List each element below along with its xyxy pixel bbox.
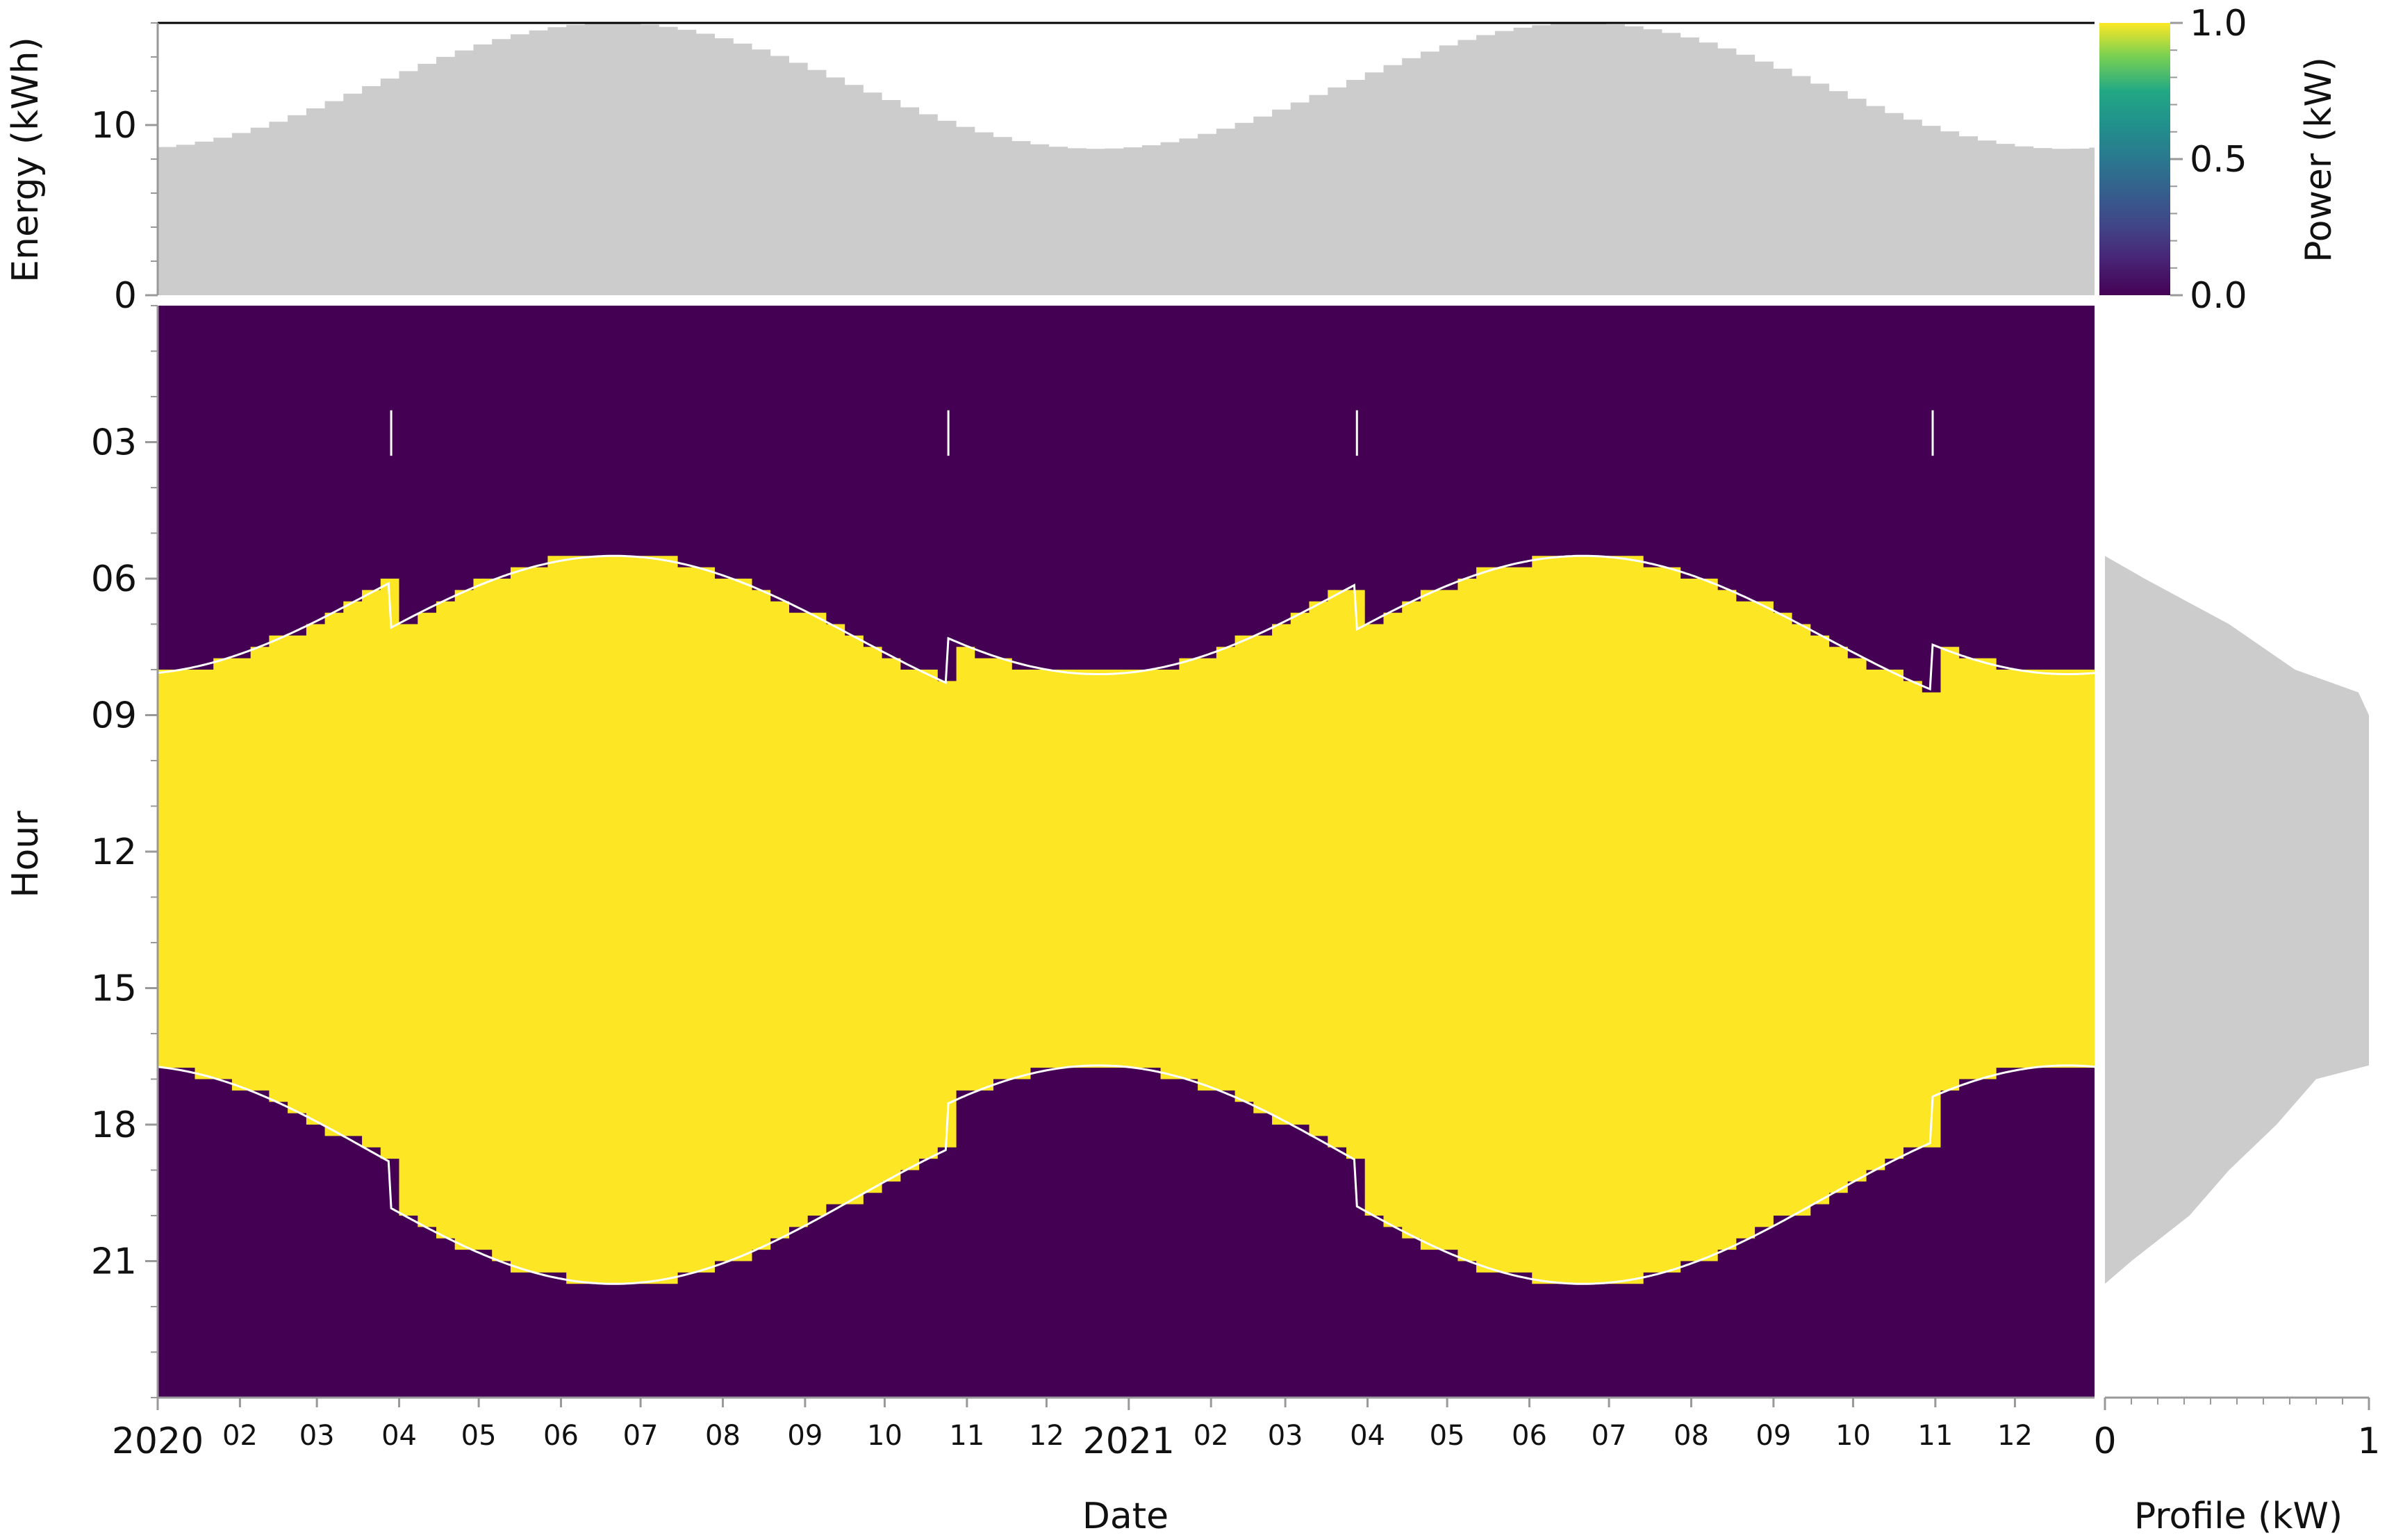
heatmap-x-tick-label: 08	[1674, 1420, 1709, 1452]
heatmap-y-tick-label: 18	[91, 1104, 137, 1146]
heatmap-x-tick-label: 12	[1029, 1420, 1064, 1452]
heatmap-x-tick-label: 08	[705, 1420, 741, 1452]
energy-y-tick-label: 0	[114, 275, 137, 317]
heatmap-x-tick-label: 09	[787, 1420, 823, 1452]
energy-y-tick-label: 10	[91, 105, 137, 147]
heatmap-xlabel: Date	[1082, 1496, 1168, 1537]
heatmap-x-tick-label: 02	[222, 1420, 258, 1452]
energy-area-series	[158, 23, 2095, 295]
heatmap-x-tick-label: 05	[1430, 1420, 1465, 1452]
profile-xlabel: Profile (kW)	[2134, 1496, 2343, 1537]
heatmap-x-tick-label: 03	[1268, 1420, 1303, 1452]
heatmap-x-tick-label: 2020	[112, 1421, 204, 1462]
profile-x-tick-label: 1	[2357, 1421, 2380, 1462]
heatmap-x-tick-label: 2021	[1083, 1421, 1175, 1462]
energy-y-ticks: 0 10	[91, 23, 158, 317]
colorbar-tick-label: 0.5	[2190, 139, 2247, 181]
colorbar-ticks: 0.0 0.5 1.0	[2170, 3, 2247, 317]
colorbar-tick-label: 0.0	[2190, 275, 2247, 317]
heatmap-x-tick-label: 11	[1917, 1420, 1953, 1452]
heatmap-x-tick-label: 11	[949, 1420, 984, 1452]
heatmap-panel: 03 06 09 12 15 18 21 2020 02 03 04 05 06 07 08 09 10 11 1…	[5, 306, 2095, 1537]
heatmap-y-tick-label: 09	[91, 695, 137, 737]
heatmap-x-tick-label: 10	[1835, 1420, 1871, 1452]
heatmap-y-tick-label: 06	[91, 558, 137, 600]
colorbar-tick-label: 1.0	[2190, 3, 2247, 44]
heatmap-y-tick-label: 21	[91, 1241, 137, 1283]
heatmap-x-tick-label: 06	[1512, 1420, 1547, 1452]
heatmap-x-tick-label: 02	[1194, 1420, 1229, 1452]
heatmap-x-tick-label: 12	[1997, 1420, 2033, 1452]
heatmap-y-tick-label: 12	[91, 831, 137, 873]
heatmap-ylabel: Hour	[5, 811, 47, 898]
heatmap-x-tick-label: 10	[867, 1420, 902, 1452]
heatmap-x-tick-label: 07	[623, 1420, 659, 1452]
heatmap-y-tick-label: 15	[91, 968, 137, 1010]
heatmap-x-tick-label: 05	[461, 1420, 497, 1452]
profile-area-series	[2105, 556, 2369, 1284]
heatmap-x-tick-label: 06	[543, 1420, 579, 1452]
colorbar-label: Power (kW)	[2298, 57, 2340, 263]
heatmap-x-ticks: 2020 02 03 04 05 06 07 08 09 10 11 12 2021 02 03 04 05 06…	[112, 1398, 2033, 1462]
heatmap-x-tick-label: 09	[1756, 1420, 1791, 1452]
heatmap-x-tick-label: 03	[299, 1420, 335, 1452]
heatmap-x-tick-label: 04	[381, 1420, 417, 1452]
profile-x-tick-label: 0	[2093, 1421, 2116, 1462]
colorbar-panel: 0.0 0.5 1.0 Power (kW)	[2099, 3, 2340, 317]
energy-panel: 0 10 Energy (kWh)	[5, 23, 2095, 317]
energy-ylabel: Energy (kWh)	[5, 37, 47, 283]
heatmap-x-tick-label: 04	[1350, 1420, 1385, 1452]
heatmap-y-ticks: 03 06 09 12 15 18 21	[91, 306, 158, 1398]
colorbar-gradient	[2099, 23, 2170, 295]
heatmap-y-tick-label: 03	[91, 422, 137, 464]
heatmap-x-tick-label: 07	[1592, 1420, 1627, 1452]
